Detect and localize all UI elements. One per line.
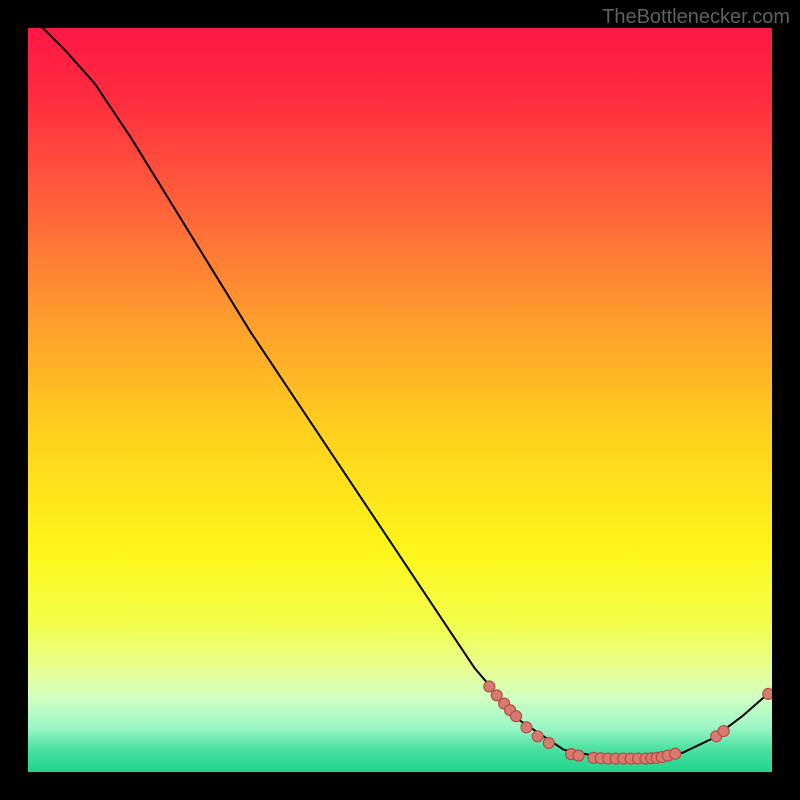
data-marker — [573, 750, 584, 761]
data-marker — [484, 681, 495, 692]
data-marker — [670, 748, 681, 759]
data-marker — [532, 731, 543, 742]
data-marker — [511, 711, 522, 722]
bottleneck-curve — [43, 28, 772, 759]
chart-overlay — [28, 28, 772, 772]
watermark-text: TheBottlenecker.com — [602, 6, 790, 29]
data-marker — [521, 722, 532, 733]
data-marker — [543, 737, 554, 748]
marker-group — [484, 681, 772, 764]
plot-area — [28, 28, 772, 772]
data-marker — [718, 726, 729, 737]
data-marker — [763, 688, 772, 699]
